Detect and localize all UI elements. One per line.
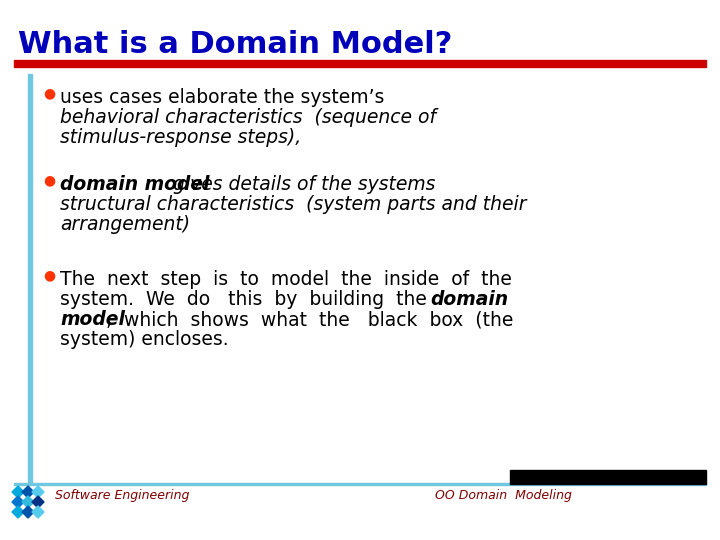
Text: ●: ● (43, 173, 55, 187)
Text: ,  which  shows  what  the   black  box  (the: , which shows what the black box (the (106, 310, 513, 329)
Polygon shape (32, 486, 44, 498)
Text: OO Domain  Modeling: OO Domain Modeling (435, 489, 572, 502)
Text: uses cases elaborate the system’s: uses cases elaborate the system’s (60, 88, 384, 107)
Polygon shape (12, 486, 24, 498)
Text: ●: ● (43, 268, 55, 282)
Text: domain: domain (430, 290, 508, 309)
Text: domain model: domain model (60, 175, 210, 194)
Text: stimulus-response steps),: stimulus-response steps), (60, 128, 301, 147)
Polygon shape (22, 486, 34, 498)
Text: The  next  step  is  to  model  the  inside  of  the: The next step is to model the inside of … (60, 270, 512, 289)
Text: What is a Domain Model?: What is a Domain Model? (18, 30, 452, 59)
Bar (14, 483, 706, 485)
Bar (14, 60, 706, 67)
Text: system) encloses.: system) encloses. (60, 330, 229, 349)
Text: gives details of the systems: gives details of the systems (167, 175, 436, 194)
Text: model: model (60, 310, 125, 329)
Text: system.  We  do   this  by  building  the: system. We do this by building the (60, 290, 439, 309)
Text: behavioral characteristics  (sequence of: behavioral characteristics (sequence of (60, 108, 436, 127)
Text: ●: ● (43, 86, 55, 100)
Polygon shape (12, 496, 24, 508)
Bar (28, 74, 32, 482)
Polygon shape (22, 496, 34, 508)
Polygon shape (32, 496, 44, 508)
Polygon shape (12, 506, 24, 518)
Text: arrangement): arrangement) (60, 215, 190, 234)
Text: Software Engineering: Software Engineering (55, 489, 189, 502)
Polygon shape (32, 506, 44, 518)
Polygon shape (22, 506, 34, 518)
Bar (510, 470, 706, 484)
Text: structural characteristics  (system parts and their: structural characteristics (system parts… (60, 195, 526, 214)
